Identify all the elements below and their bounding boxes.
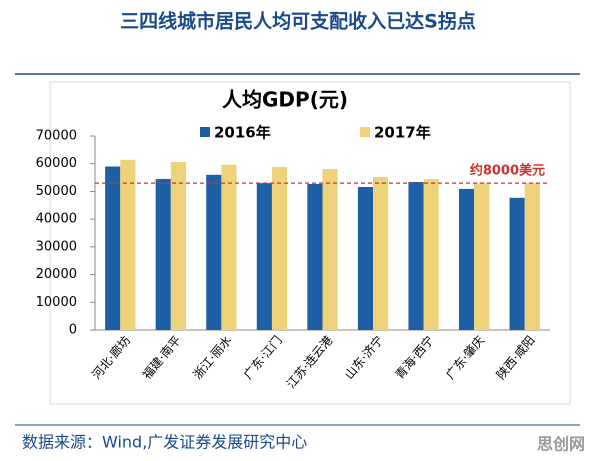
bar	[474, 183, 490, 330]
bar	[408, 182, 424, 330]
y-tick-label: 50000	[36, 184, 77, 199]
page-title: 三四线城市居民人均可支配收入已达S拐点	[120, 10, 476, 33]
x-tick-label: 江苏·连云港	[283, 333, 336, 392]
bar	[459, 188, 475, 330]
bar	[256, 183, 272, 330]
bar	[524, 183, 540, 330]
chart-frame	[49, 81, 571, 405]
x-tick-label: 福建·南平	[139, 333, 184, 382]
watermark: 思创网	[537, 435, 585, 454]
bar	[170, 162, 186, 330]
x-tick-label: 广东·肇庆	[442, 333, 487, 382]
reference-label: 约8000美元	[470, 163, 545, 179]
y-tick-label: 30000	[36, 239, 77, 254]
bar	[373, 177, 389, 330]
x-tick-label: 青海·西宁	[392, 333, 437, 382]
y-tick-label: 20000	[36, 267, 77, 282]
bar	[271, 167, 288, 330]
bar	[322, 168, 338, 330]
x-tick-label: 广东·江门	[240, 333, 285, 382]
x-tick-label: 山东·济宁	[341, 333, 386, 382]
chart-title: 人均GDP(元)	[222, 88, 348, 112]
bar	[307, 183, 323, 330]
legend-label: 2017年	[374, 124, 431, 142]
bar	[206, 174, 222, 330]
y-tick-label: 60000	[36, 156, 77, 171]
y-tick-label: 0	[69, 323, 77, 338]
x-tick-label: 浙江·丽水	[190, 333, 234, 382]
bar	[120, 159, 136, 330]
x-tick-label: 河北·廊坊	[88, 333, 133, 382]
x-tick-label: 陕西·咸阳	[493, 333, 538, 382]
bar	[221, 164, 237, 330]
y-tick-label: 70000	[36, 129, 77, 144]
bar	[423, 178, 439, 330]
source-note: 数据来源：Wind,广发证券发展研究中心	[22, 433, 307, 452]
legend-swatch	[200, 127, 210, 137]
bar	[357, 186, 374, 330]
legend-swatch	[360, 127, 370, 137]
bar	[105, 166, 121, 330]
bar	[155, 178, 171, 330]
legend-label: 2016年	[214, 124, 271, 142]
y-tick-label: 10000	[36, 295, 77, 310]
bar	[509, 197, 525, 330]
y-tick-label: 40000	[36, 212, 77, 227]
